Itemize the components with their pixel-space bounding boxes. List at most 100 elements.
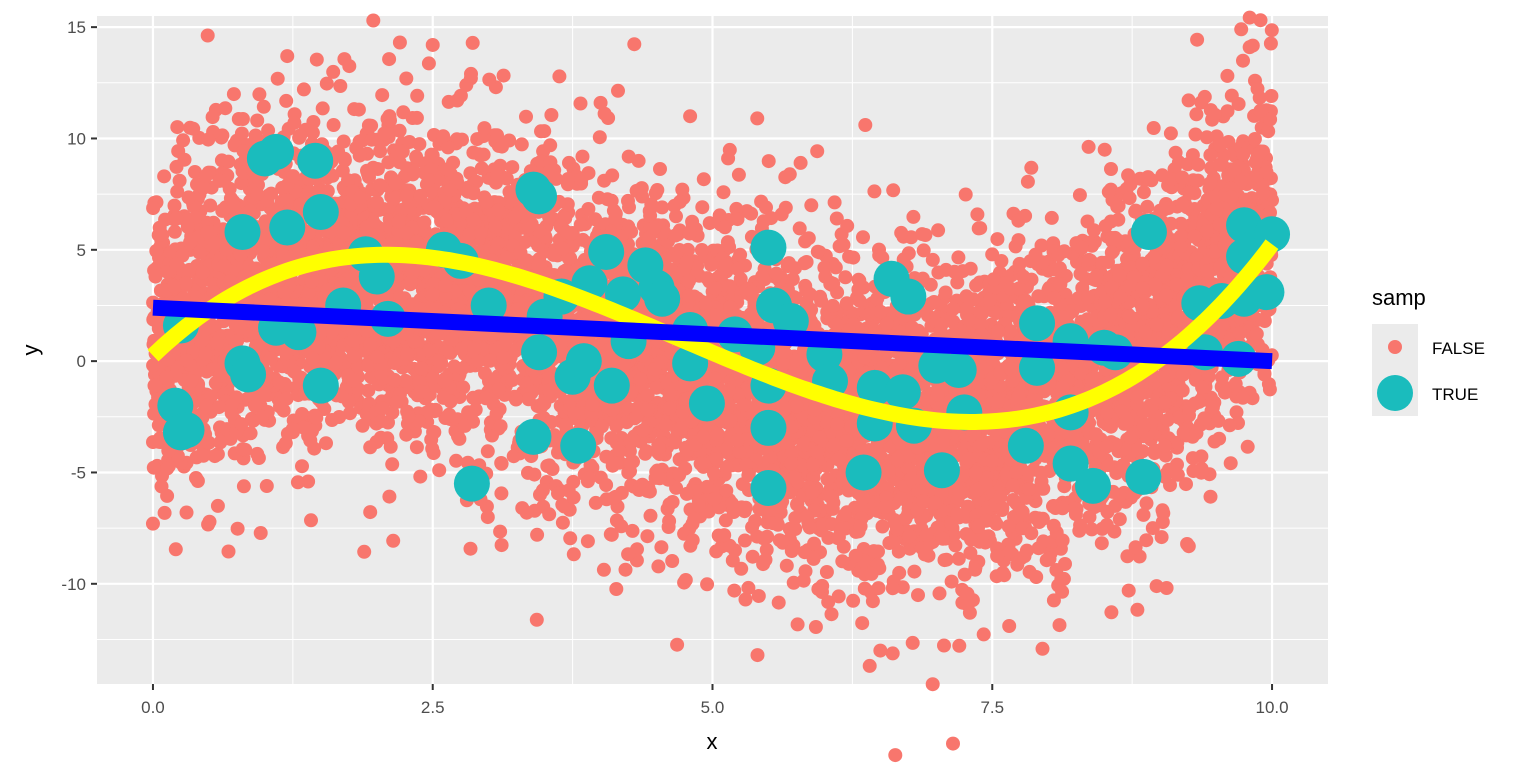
false-point	[1242, 10, 1257, 25]
false-point	[625, 523, 640, 538]
false-point	[957, 567, 972, 582]
false-point	[952, 484, 967, 499]
false-point	[1155, 503, 1170, 518]
false-point	[653, 162, 667, 176]
false-point	[449, 132, 464, 147]
false-point	[916, 243, 931, 258]
false-point	[1163, 126, 1178, 141]
false-point	[168, 542, 183, 557]
false-point	[552, 69, 567, 84]
false-point	[304, 513, 318, 528]
false-point	[810, 144, 825, 159]
false-point	[609, 582, 624, 596]
false-point	[1145, 521, 1160, 536]
false-point	[931, 223, 946, 238]
false-point	[1100, 458, 1115, 473]
false-point	[1250, 81, 1265, 96]
false-point	[865, 594, 880, 609]
false-point	[421, 56, 436, 71]
false-point	[438, 411, 453, 425]
false-point	[1264, 89, 1279, 103]
false-point	[951, 551, 966, 566]
false-point	[357, 544, 372, 559]
false-point	[709, 544, 724, 559]
false-point	[1181, 93, 1196, 108]
false-point	[505, 160, 520, 175]
false-point	[1055, 584, 1070, 599]
false-point	[1188, 127, 1203, 142]
false-point	[958, 187, 973, 202]
false-point	[410, 88, 425, 103]
false-point	[399, 427, 414, 442]
false-point	[573, 96, 588, 111]
false-point	[1104, 162, 1118, 176]
false-point	[925, 677, 940, 692]
false-point	[970, 207, 985, 222]
false-point	[650, 183, 665, 197]
false-point	[1174, 216, 1188, 231]
false-point	[477, 121, 492, 136]
false-point	[1222, 418, 1237, 433]
false-point	[1104, 605, 1119, 620]
false-point	[838, 270, 853, 285]
false-point	[702, 216, 717, 231]
false-point	[270, 71, 285, 86]
false-point	[252, 87, 267, 102]
false-point	[1240, 439, 1255, 454]
false-point	[951, 250, 966, 265]
false-point	[366, 13, 381, 28]
false-point	[669, 209, 683, 224]
false-point	[896, 252, 911, 267]
false-point	[950, 275, 965, 290]
false-point	[561, 172, 576, 186]
false-point	[946, 736, 960, 751]
false-point	[1154, 530, 1169, 545]
false-point	[189, 471, 203, 485]
false-point	[1140, 199, 1155, 214]
false-point	[665, 495, 680, 509]
false-point	[449, 453, 464, 468]
false-point	[857, 581, 872, 596]
false-point	[1186, 464, 1201, 478]
false-point	[1118, 234, 1133, 249]
false-point	[413, 469, 428, 484]
false-point	[385, 457, 400, 472]
false-point	[741, 580, 756, 595]
false-point	[905, 635, 920, 650]
false-point	[375, 88, 390, 103]
false-point	[494, 456, 509, 471]
false-point	[665, 554, 680, 568]
false-point	[716, 185, 731, 200]
false-point	[651, 559, 666, 574]
false-point	[733, 247, 748, 262]
false-point	[1024, 160, 1039, 175]
false-point	[372, 178, 387, 193]
false-point	[1211, 413, 1226, 428]
false-point	[643, 508, 658, 523]
false-point	[808, 620, 823, 634]
false-point	[343, 406, 357, 421]
false-point	[463, 541, 478, 556]
false-point	[471, 147, 486, 162]
false-point	[236, 479, 251, 494]
false-point	[778, 170, 793, 185]
false-point	[902, 529, 917, 544]
false-point	[819, 565, 834, 579]
false-point	[611, 83, 625, 98]
false-point	[925, 252, 940, 267]
false-point	[336, 134, 351, 149]
false-point	[1130, 602, 1145, 617]
false-point	[775, 535, 790, 550]
false-point	[355, 418, 370, 433]
false-point	[1213, 138, 1228, 153]
false-point	[494, 538, 509, 553]
false-point	[1044, 210, 1059, 225]
false-point	[1012, 256, 1027, 271]
false-point	[722, 538, 737, 553]
false-point	[187, 165, 202, 179]
false-point	[804, 198, 819, 213]
false-point	[305, 125, 320, 140]
false-point	[840, 218, 855, 233]
false-point	[730, 212, 745, 227]
